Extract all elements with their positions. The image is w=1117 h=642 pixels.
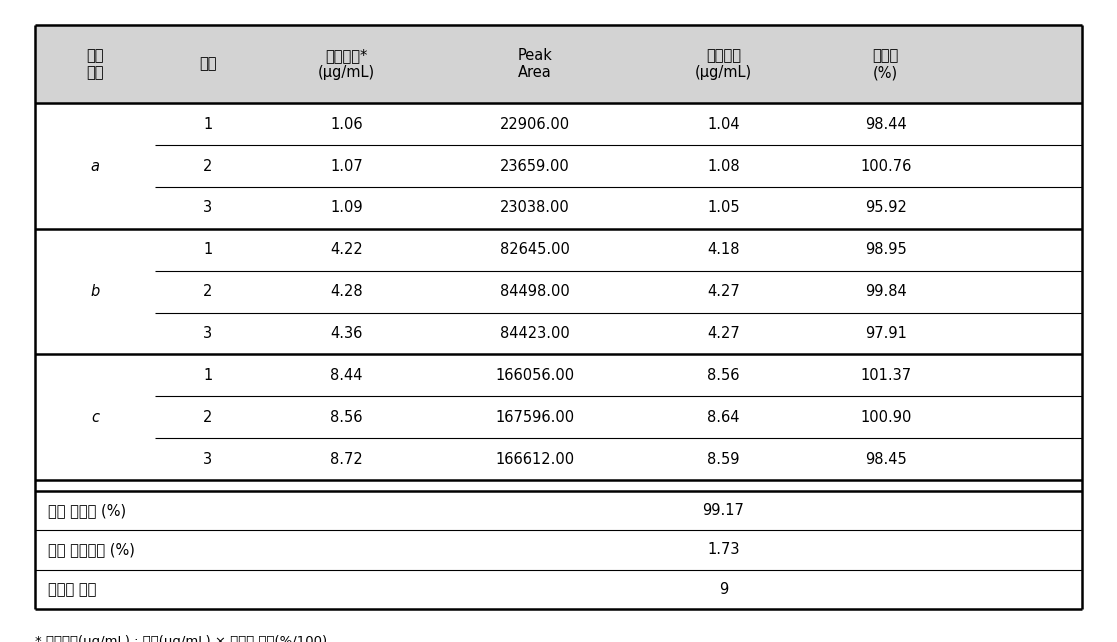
Text: 8.44: 8.44	[331, 368, 363, 383]
Text: 84423.00: 84423.00	[500, 326, 570, 341]
Text: 98.95: 98.95	[865, 242, 907, 257]
Text: 8.64: 8.64	[707, 410, 739, 425]
Text: 1: 1	[203, 242, 212, 257]
Text: b: b	[90, 284, 99, 299]
Text: 4.27: 4.27	[707, 284, 739, 299]
Text: 2: 2	[203, 159, 212, 173]
Text: 84498.00: 84498.00	[500, 284, 570, 299]
Text: 101.37: 101.37	[860, 368, 911, 383]
Text: 166056.00: 166056.00	[495, 368, 574, 383]
Text: 3: 3	[203, 326, 212, 341]
Text: 82645.00: 82645.00	[500, 242, 570, 257]
Text: 1: 1	[203, 117, 212, 132]
Text: 1.07: 1.07	[330, 159, 363, 173]
Text: 1.08: 1.08	[707, 159, 739, 173]
Text: 4.22: 4.22	[330, 242, 363, 257]
Text: 1.06: 1.06	[331, 117, 363, 132]
Text: 4.28: 4.28	[331, 284, 363, 299]
Text: 100.76: 100.76	[860, 159, 911, 173]
Text: 1.04: 1.04	[707, 117, 739, 132]
Text: 시험
용액: 시험 용액	[86, 48, 104, 80]
Text: c: c	[92, 410, 99, 425]
Text: Peak
Area: Peak Area	[517, 48, 553, 80]
Text: 8.56: 8.56	[707, 368, 739, 383]
Text: 전체 평균값 (%): 전체 평균값 (%)	[48, 503, 126, 518]
Text: 4.18: 4.18	[707, 242, 739, 257]
Bar	[35, 24, 1082, 103]
Text: 8.56: 8.56	[331, 410, 363, 425]
Text: 4.27: 4.27	[707, 326, 739, 341]
Text: 실측농도
(μg/mL): 실측농도 (μg/mL)	[695, 48, 752, 80]
Text: 8.59: 8.59	[707, 452, 739, 467]
Text: 측정: 측정	[199, 56, 217, 71]
Text: 99.84: 99.84	[865, 284, 907, 299]
Text: 98.44: 98.44	[865, 117, 907, 132]
Text: 9: 9	[719, 582, 728, 597]
Text: 4.36: 4.36	[331, 326, 363, 341]
Text: 98.45: 98.45	[865, 452, 907, 467]
Text: 3: 3	[203, 200, 212, 216]
Text: 166612.00: 166612.00	[495, 452, 574, 467]
Text: 회수율
(%): 회수율 (%)	[872, 48, 899, 80]
Text: 23038.00: 23038.00	[500, 200, 570, 216]
Text: 1: 1	[203, 368, 212, 383]
Text: 2: 2	[203, 410, 212, 425]
Text: 표본의 크기: 표본의 크기	[48, 582, 96, 597]
Text: 2: 2	[203, 284, 212, 299]
Text: 99.17: 99.17	[703, 503, 744, 518]
Text: 3: 3	[203, 452, 212, 467]
Text: 1.09: 1.09	[331, 200, 363, 216]
Text: 95.92: 95.92	[865, 200, 907, 216]
Text: 이론농도*
(μg/mL): 이론농도* (μg/mL)	[318, 48, 375, 80]
Text: 1.05: 1.05	[707, 200, 739, 216]
Text: 100.90: 100.90	[860, 410, 911, 425]
Text: 전체 표준편차 (%): 전체 표준편차 (%)	[48, 542, 135, 557]
Text: 1.73: 1.73	[707, 542, 739, 557]
Text: 8.72: 8.72	[330, 452, 363, 467]
Text: 22906.00: 22906.00	[500, 117, 570, 132]
Text: a: a	[90, 159, 99, 173]
Text: 97.91: 97.91	[865, 326, 907, 341]
Text: 167596.00: 167596.00	[495, 410, 574, 425]
Text: * 이론농도(μg/mL) : 농도(μg/mL) × 표준품 순도(%/100): * 이론농도(μg/mL) : 농도(μg/mL) × 표준품 순도(%/100…	[35, 636, 327, 642]
Text: 23659.00: 23659.00	[500, 159, 570, 173]
